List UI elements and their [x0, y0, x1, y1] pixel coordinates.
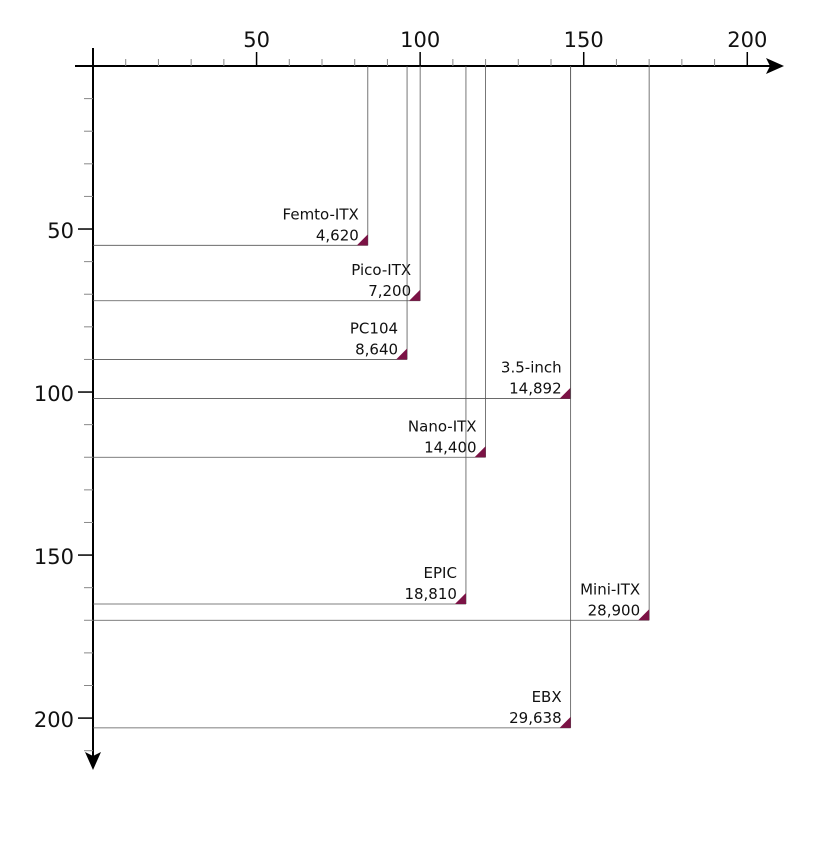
item-area: 8,640 [355, 340, 398, 358]
y-tick-label: 150 [34, 545, 74, 569]
item-name: PC104 [350, 319, 398, 337]
y-axis-arrow [85, 752, 101, 770]
corner-marker [559, 387, 571, 399]
y-tick-label: 100 [34, 382, 74, 406]
area [93, 66, 571, 728]
item-name: Mini-ITX [580, 580, 640, 598]
item-area: 4,620 [316, 226, 359, 244]
item-name: 3.5-inch [501, 359, 562, 377]
corner-marker [474, 446, 486, 458]
corner-marker [409, 289, 421, 301]
item-area: 14,892 [509, 380, 562, 398]
x-tick-label: 150 [564, 28, 604, 52]
item-area: 28,900 [588, 601, 641, 619]
x-tick-label: 50 [243, 28, 270, 52]
item-name: EBX [532, 688, 562, 706]
y-tick-label: 200 [34, 708, 74, 732]
item-name: EPIC [424, 564, 457, 582]
x-axis-arrow [766, 58, 784, 74]
corner-marker [559, 716, 571, 728]
item-name: Femto-ITX [283, 205, 359, 223]
corner-marker [356, 234, 368, 246]
item-area: 14,400 [424, 438, 477, 456]
corner-marker [454, 592, 466, 604]
item-area: 18,810 [404, 585, 457, 603]
item-area: 29,638 [509, 709, 562, 727]
x-tick-label: 100 [400, 28, 440, 52]
item-area: 7,200 [368, 282, 411, 300]
corner-marker [396, 348, 408, 360]
corner-marker [638, 609, 650, 621]
item-name: Nano-ITX [408, 417, 477, 435]
x-tick-label: 200 [727, 28, 767, 52]
y-tick-label: 50 [47, 219, 74, 243]
item-name: Pico-ITX [351, 261, 411, 279]
